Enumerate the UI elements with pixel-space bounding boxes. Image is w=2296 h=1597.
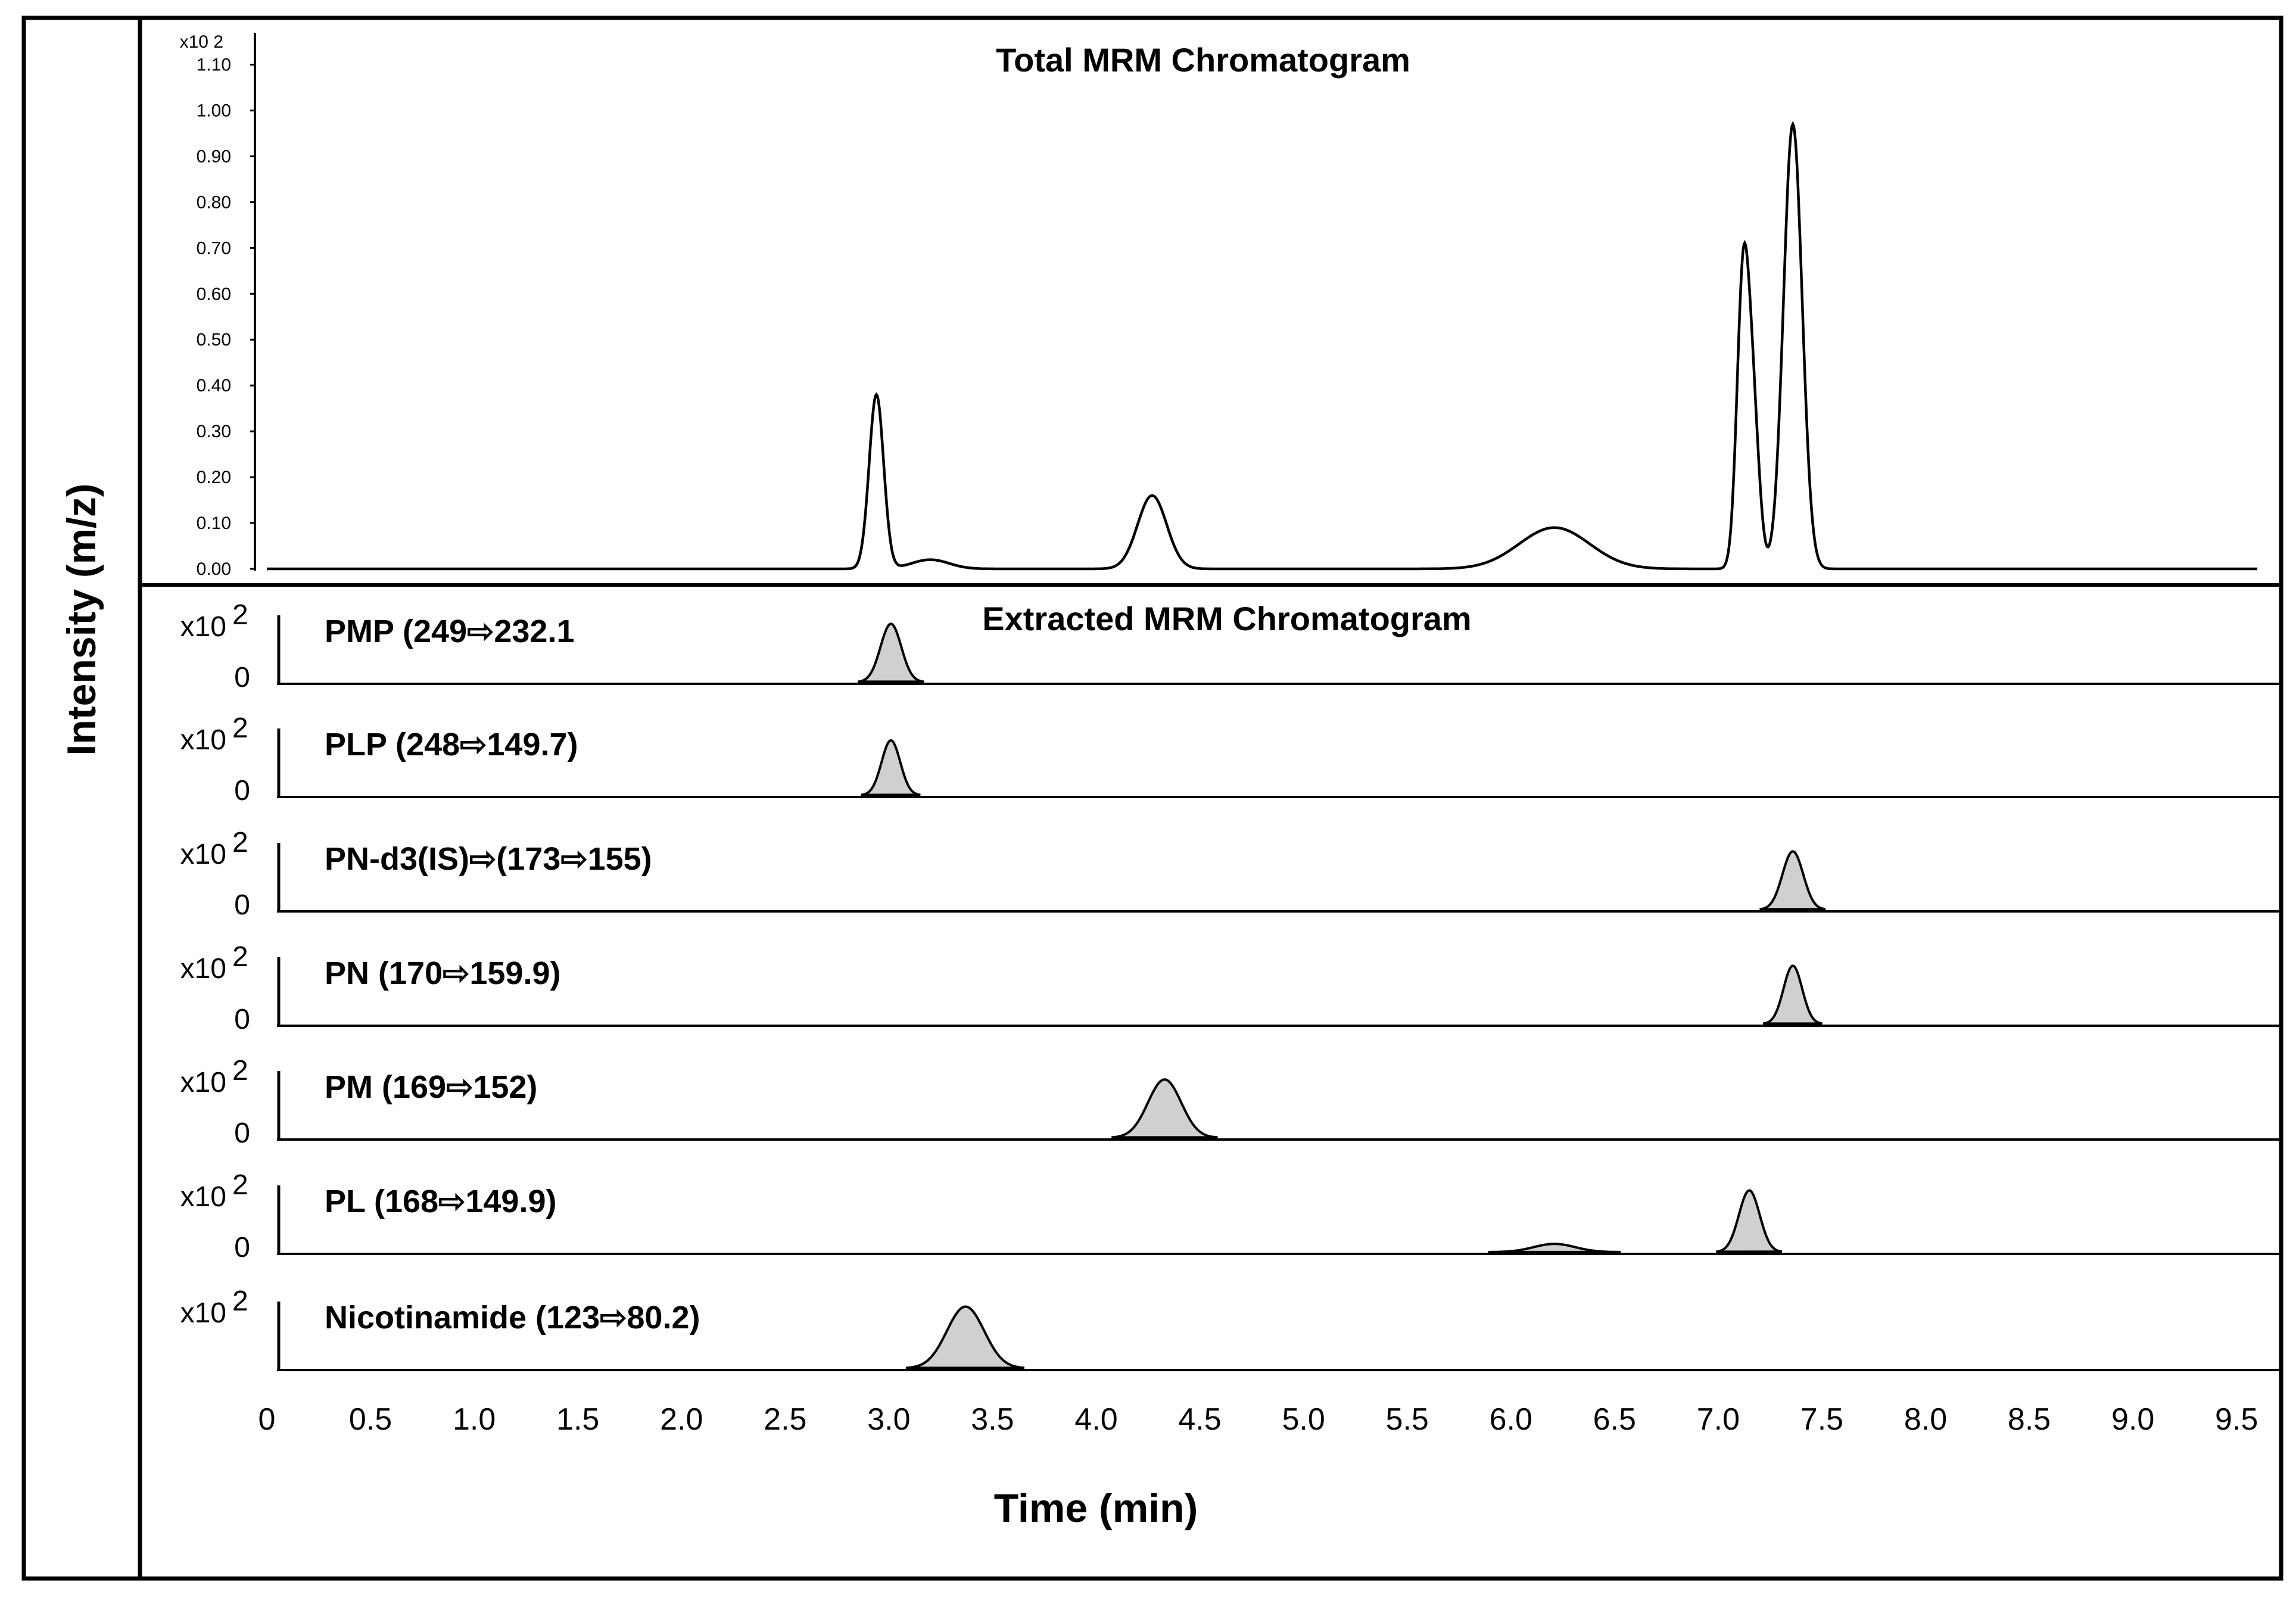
x-tick-label: 4.0 bbox=[1074, 1402, 1117, 1437]
total-chromatogram-title: Total MRM Chromatogram bbox=[996, 41, 1410, 79]
panel-scale-exponent: 2 bbox=[232, 941, 248, 973]
panel-trace-label: PMP (249⇨232.1 bbox=[325, 614, 575, 649]
total-y-tick-label: 0.60 bbox=[197, 284, 231, 304]
panel-scale-exponent: 2 bbox=[232, 1169, 248, 1201]
total-y-tick-label: 0.10 bbox=[197, 513, 231, 533]
panel-trace-label: PN-d3(IS)⇨(173⇨155) bbox=[325, 841, 652, 877]
extracted-peak bbox=[905, 1305, 1025, 1369]
x-axis: Time (min) 0 0.5 1.0 1.5 2.0 2.5 3.0 3.5 4.0 4.5 5… bbox=[258, 1402, 2258, 1531]
panel-zero-label: 0 bbox=[234, 775, 250, 807]
panel-scale-label: x10 bbox=[180, 724, 226, 756]
extracted-chromatogram-title: Extracted MRM Chromatogram bbox=[982, 600, 1471, 637]
panel-scale-exponent: 2 bbox=[232, 827, 248, 858]
x-tick-label: 7.5 bbox=[1800, 1402, 1843, 1437]
x-tick-label: 8.0 bbox=[1904, 1402, 1947, 1437]
panel-scale-label: x10 bbox=[180, 839, 226, 870]
panel-scale-exponent: 2 bbox=[232, 1285, 248, 1317]
x-tick-label: 9.0 bbox=[2111, 1402, 2154, 1437]
panel-zero-label: 0 bbox=[234, 889, 250, 921]
panel-zero-label: 0 bbox=[234, 1232, 250, 1263]
total-y-tick-label: 0.30 bbox=[197, 422, 231, 441]
extracted-panel: x10 2 0 PMP (249⇨232.1 bbox=[180, 599, 2281, 693]
total-y-tick-label: 0.70 bbox=[197, 238, 231, 258]
x-axis-title: Time (min) bbox=[994, 1486, 1198, 1531]
total-y-tick-label: 0.50 bbox=[197, 330, 231, 350]
total-trace bbox=[267, 121, 2257, 571]
x-tick-label: 1.0 bbox=[453, 1402, 496, 1437]
extracted-peak bbox=[857, 622, 924, 683]
extracted-peak bbox=[1716, 1189, 1783, 1253]
total-y-tick-label: 0.90 bbox=[197, 147, 231, 166]
panel-scale-exponent: 2 bbox=[232, 599, 248, 631]
extracted-panel: x10 2 0 PN-d3(IS)⇨(173⇨155) bbox=[180, 827, 2281, 921]
x-tick-label: 2.5 bbox=[764, 1402, 806, 1437]
extracted-panel: x10 2 0 PLP (248⇨149.7) bbox=[180, 712, 2281, 807]
x-tick-label: 9.5 bbox=[2215, 1402, 2258, 1437]
total-y-tick-label: 0.20 bbox=[197, 468, 231, 487]
extracted-peak bbox=[1488, 1243, 1621, 1253]
total-y-tick-label: 1.10 bbox=[197, 55, 231, 74]
panel-scale-label: x10 bbox=[180, 1297, 226, 1329]
x-tick-label: 6.5 bbox=[1593, 1402, 1636, 1437]
panel-zero-label: 0 bbox=[234, 662, 250, 693]
x-tick-label: 0 bbox=[258, 1402, 276, 1437]
x-tick-label: 2.0 bbox=[660, 1402, 703, 1437]
x-tick-label: 7.0 bbox=[1697, 1402, 1740, 1437]
x-tick-label: 8.5 bbox=[2008, 1402, 2051, 1437]
panel-trace-label: PM (169⇨152) bbox=[325, 1069, 537, 1105]
extracted-peak bbox=[861, 739, 921, 796]
x-tick-label: 5.0 bbox=[1282, 1402, 1325, 1437]
total-chromatogram: Total MRM Chromatogram x10 2 0.00 0.10 0.2… bbox=[180, 32, 2257, 579]
extracted-panel: x10 2 Nicotinamide (123⇨80.2) bbox=[180, 1285, 2281, 1371]
panel-scale-exponent: 2 bbox=[232, 1055, 248, 1087]
panel-trace-label: PL (168⇨149.9) bbox=[325, 1184, 556, 1219]
y-axis-title: Intensity (m/z) bbox=[59, 483, 104, 755]
panel-zero-label: 0 bbox=[234, 1117, 250, 1149]
total-y-tick-label: 0.40 bbox=[197, 376, 231, 396]
panel-scale-label: x10 bbox=[180, 1067, 226, 1098]
extracted-panel: x10 2 0 PN (170⇨159.9) bbox=[180, 941, 2281, 1035]
x-tick-label: 6.0 bbox=[1490, 1402, 1532, 1437]
total-y-tick-label: 1.00 bbox=[197, 101, 231, 120]
panel-scale-label: x10 bbox=[180, 1181, 226, 1213]
panel-scale-label: x10 bbox=[180, 953, 226, 985]
x-tick-label: 5.5 bbox=[1386, 1402, 1429, 1437]
panel-scale-exponent: 2 bbox=[232, 712, 248, 744]
x-tick-label: 3.0 bbox=[867, 1402, 910, 1437]
total-y-tick-label: 0.00 bbox=[197, 559, 231, 579]
extracted-peak bbox=[1111, 1078, 1218, 1139]
extracted-panel: x10 2 0 PM (169⇨152) bbox=[180, 1055, 2281, 1149]
total-y-tick-label: 0.80 bbox=[197, 192, 231, 212]
x-tick-label: 3.5 bbox=[971, 1402, 1014, 1437]
panel-trace-label: PN (170⇨159.9) bbox=[325, 955, 560, 991]
extracted-peak bbox=[1762, 964, 1823, 1025]
extracted-peak bbox=[1759, 850, 1826, 911]
x-tick-label: 4.5 bbox=[1178, 1402, 1221, 1437]
panel-zero-label: 0 bbox=[234, 1004, 250, 1035]
panel-trace-label: Nicotinamide (123⇨80.2) bbox=[325, 1300, 700, 1335]
panel-trace-label: PLP (248⇨149.7) bbox=[325, 727, 578, 762]
panel-scale-label: x10 bbox=[180, 611, 226, 643]
total-scale-label: x10 2 bbox=[180, 32, 223, 52]
extracted-panel: x10 2 0 PL (168⇨149.9) bbox=[180, 1169, 2281, 1263]
x-tick-label: 1.5 bbox=[556, 1402, 599, 1437]
x-tick-label: 0.5 bbox=[349, 1402, 392, 1437]
